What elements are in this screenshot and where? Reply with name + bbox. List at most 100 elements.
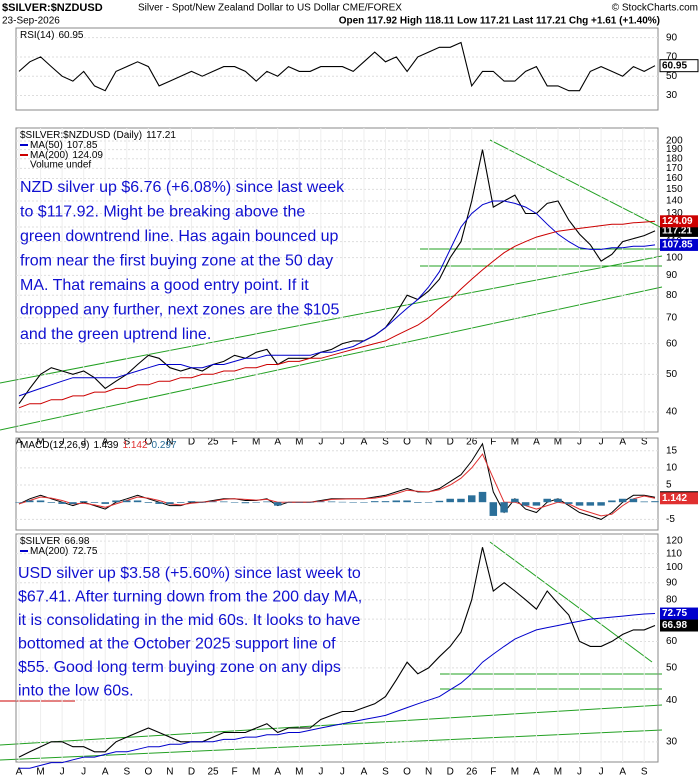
y-tick-label: 90 <box>666 32 678 43</box>
bar <box>58 502 66 504</box>
x-tick-label: A <box>102 437 109 448</box>
x-tick-label: A <box>16 767 23 778</box>
bar <box>640 501 648 503</box>
x-tick-label: A <box>533 437 540 448</box>
bar <box>69 502 77 504</box>
x-tick-label: N <box>425 437 432 448</box>
bar <box>47 502 56 503</box>
bar <box>651 501 659 503</box>
y-tick-label: 40 <box>666 407 678 418</box>
x-tick-label: J <box>60 437 65 448</box>
annotation-line: to $117.92. Might be breaking above the <box>20 204 305 221</box>
ohlc: Open 117.92 High 118.11 Low 117.21 Last … <box>339 16 660 27</box>
legend-entry: MA(200) 72.75 <box>30 546 98 557</box>
x-tick-label: M <box>511 767 519 778</box>
value-box <box>660 238 698 251</box>
x-tick-label: F <box>232 767 238 778</box>
bar <box>360 502 368 503</box>
annotation-line: green downtrend line. Has again bounced … <box>20 228 339 245</box>
x-tick-label: N <box>425 767 432 778</box>
legend-value: 124.09 <box>72 150 103 161</box>
x-tick-label: J <box>318 767 323 778</box>
value-box <box>660 619 698 632</box>
legend-value: 60.95 <box>58 30 83 41</box>
x-tick-label: O <box>144 767 152 778</box>
x-tick-label: M <box>511 437 519 448</box>
x-tick-label: J <box>81 437 86 448</box>
x-tick-label: N <box>166 767 173 778</box>
x-tick-label: 25 <box>207 767 219 778</box>
bar <box>166 502 174 504</box>
legend-value: 107.85 <box>67 140 98 151</box>
x-tick-label: J <box>81 767 86 778</box>
bar <box>176 502 185 503</box>
trend-line <box>0 286 663 431</box>
legend-value: 1.439 <box>93 440 118 451</box>
y-tick-label: 10 <box>666 463 678 474</box>
series-line <box>18 547 656 758</box>
bar <box>338 501 347 503</box>
legend-title-text: $SILVER <box>20 536 60 547</box>
y-tick-label: 15 <box>666 445 678 456</box>
legend-entry: MA(50) 107.85 <box>30 140 98 151</box>
bar <box>133 500 142 503</box>
bar <box>565 502 573 504</box>
annotation-line: $55. Good long term buying zone on any d… <box>18 659 341 676</box>
bar <box>327 501 336 503</box>
bar <box>273 502 282 506</box>
x-tick-label: M <box>252 767 260 778</box>
annotation-line: MA. That remains a good entry point. If … <box>20 277 309 294</box>
y-tick-label: 200 <box>666 136 683 147</box>
y-tick-label: 5 <box>666 480 672 491</box>
bar <box>101 502 109 504</box>
bar <box>187 501 196 503</box>
bar <box>521 502 530 506</box>
y-tick-label: 140 <box>666 196 683 207</box>
x-tick-label: M <box>36 767 44 778</box>
annotation-line: it is consolidating in the mid 60s. It l… <box>18 612 361 629</box>
x-tick-label: M <box>554 437 562 448</box>
x-tick-label: S <box>641 767 648 778</box>
x-tick-label: S <box>123 767 130 778</box>
bar <box>123 500 131 503</box>
bar <box>241 502 250 504</box>
x-tick-label: O <box>403 437 411 448</box>
x-tick-label: J <box>60 767 65 778</box>
bar <box>370 501 379 503</box>
legend-title: $SILVER:$NZDUSD (Daily) 117.21 <box>20 130 176 141</box>
bar <box>155 502 163 504</box>
value-box <box>660 224 698 237</box>
x-tick-label: M <box>295 767 303 778</box>
x-tick-label: F <box>490 437 496 448</box>
trend-line <box>0 729 663 761</box>
x-tick-label: O <box>403 767 411 778</box>
x-tick-label: A <box>102 767 109 778</box>
series-line <box>18 41 656 92</box>
y-tick-label: 90 <box>666 577 678 588</box>
value-box-label: 66.98 <box>662 620 687 631</box>
bar <box>198 502 206 503</box>
x-tick-label: A <box>619 767 626 778</box>
x-tick-label: J <box>577 767 582 778</box>
x-tick-label: N <box>166 437 173 448</box>
y-tick-label: 70 <box>666 52 678 63</box>
x-tick-label: J <box>599 767 604 778</box>
symbol: $SILVER:$NZDUSD <box>2 2 103 14</box>
x-tick-label: A <box>16 437 23 448</box>
bar <box>36 500 45 503</box>
bar <box>478 491 487 503</box>
bar <box>618 498 627 503</box>
bar <box>79 501 88 503</box>
bar <box>435 500 444 503</box>
bar <box>586 502 595 506</box>
value-box <box>659 59 699 73</box>
y-tick-label: 50 <box>666 369 678 380</box>
x-tick-label: S <box>382 437 389 448</box>
annotation-line: into the low 60s. <box>18 683 134 700</box>
x-tick-label: M <box>252 437 260 448</box>
trend-line <box>0 704 663 746</box>
x-tick-label: A <box>361 437 368 448</box>
bar <box>381 501 390 503</box>
y-tick-label: 190 <box>666 144 683 155</box>
bar <box>144 502 153 503</box>
